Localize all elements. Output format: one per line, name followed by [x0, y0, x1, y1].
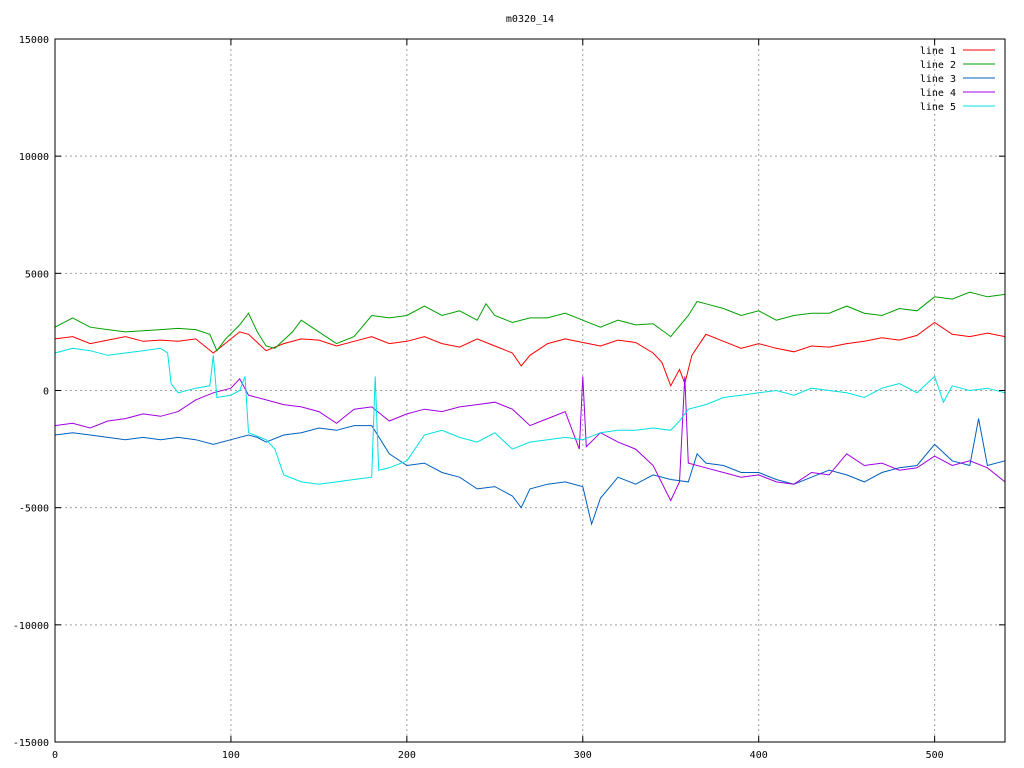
- x-tick-label: 500: [926, 750, 944, 761]
- series-group: [54, 291, 1006, 526]
- y-tick-label: -15000: [13, 738, 49, 749]
- legend-label-5: line 5: [920, 102, 956, 113]
- y-tick-label: 15000: [19, 35, 49, 46]
- y-tick-label: 0: [43, 387, 49, 398]
- series-line-5: [54, 347, 1006, 485]
- y-tick-label: 10000: [19, 152, 49, 163]
- legend-label-3: line 3: [920, 74, 956, 85]
- x-tick-label: 0: [52, 750, 58, 761]
- x-tick-label: 300: [574, 750, 592, 761]
- axis-ticks: 0 100 200 300 400 500 -15000 -10000 -5000 0 5000 10…: [13, 35, 1005, 761]
- x-tick-label: 200: [398, 750, 416, 761]
- legend-label-2: line 2: [920, 60, 956, 71]
- grid: [55, 39, 1005, 742]
- y-tick-label: -5000: [19, 504, 49, 515]
- series-line-2: [54, 291, 1006, 352]
- chart-title: m0320_14: [506, 14, 554, 25]
- legend-label-4: line 4: [920, 88, 956, 99]
- y-tick-label: -10000: [13, 621, 49, 632]
- legend: line 1 line 2 line 3 line 4 line 5: [920, 46, 995, 113]
- series-line-1: [54, 321, 1006, 388]
- legend-label-1: line 1: [920, 46, 956, 57]
- y-tick-label: 5000: [25, 269, 49, 280]
- x-tick-label: 400: [750, 750, 768, 761]
- x-tick-label: 100: [222, 750, 240, 761]
- series-line-4: [54, 376, 1006, 502]
- series-line-3: [54, 418, 1006, 526]
